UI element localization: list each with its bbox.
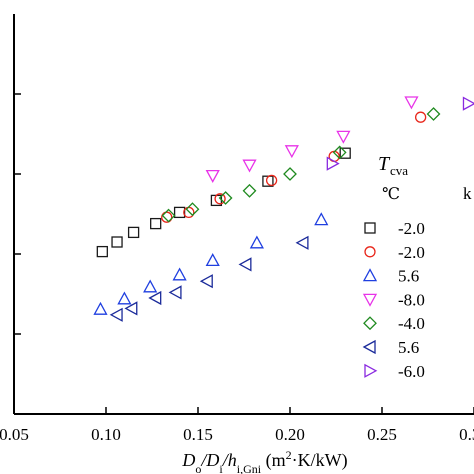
- data-point: [173, 206, 186, 219]
- data-point: [172, 267, 187, 281]
- data-point: [168, 285, 182, 300]
- data-point: [148, 290, 162, 306]
- x-tick-label: 0.25: [367, 425, 397, 444]
- data-point: [414, 111, 427, 123]
- data-point: [238, 257, 252, 272]
- data-point: [205, 169, 220, 183]
- x-axis-label-part: i: [219, 462, 223, 474]
- series-1: [96, 147, 351, 258]
- data-point: [218, 191, 233, 205]
- data-points: [93, 96, 474, 322]
- x-axis-label-part: i,Gni: [237, 462, 262, 474]
- data-point: [242, 183, 257, 198]
- legend-header-extra: k: [463, 184, 472, 203]
- x-axis-label-part: ·K/kW): [292, 450, 348, 471]
- series-4: [205, 96, 419, 183]
- data-point: [332, 145, 347, 160]
- legend-label: -2.0: [398, 243, 425, 262]
- legend-title-subscript: cva: [390, 163, 408, 178]
- data-point: [295, 235, 309, 250]
- legend-label: 5.6: [398, 338, 419, 357]
- legend-marker: [364, 222, 376, 234]
- data-point: [127, 226, 140, 239]
- legend-label: 5.6: [398, 267, 419, 286]
- data-point: [93, 301, 108, 315]
- data-point: [150, 217, 162, 230]
- data-point: [249, 235, 264, 249]
- x-tick-label: 0.20: [275, 425, 305, 444]
- data-point: [404, 96, 419, 110]
- data-point: [326, 156, 340, 171]
- legend-marker: [362, 293, 378, 307]
- x-axis-label-part: (m: [261, 450, 286, 471]
- x-tick-label: 0.05: [0, 425, 29, 444]
- data-point: [161, 208, 176, 223]
- data-point: [143, 279, 158, 293]
- data-point: [117, 291, 132, 305]
- data-point: [426, 107, 441, 121]
- data-point: [111, 236, 123, 248]
- x-axis-label: Do/Di/hi,Gni (m2·K/kW): [181, 448, 347, 474]
- legend-label: -2.0: [398, 219, 425, 238]
- axes: 0.05 0.10 0.15 0.20 0.25 0.30: [0, 14, 474, 444]
- x-axis-label-part: /: [200, 450, 208, 470]
- series-6: [109, 235, 309, 322]
- data-point: [314, 212, 329, 226]
- legend-marker: [362, 268, 378, 282]
- data-point: [214, 193, 226, 205]
- legend-marker: [363, 316, 377, 331]
- data-point: [265, 174, 278, 187]
- x-axis-label-part: D: [181, 450, 195, 470]
- data-point: [336, 130, 351, 144]
- x-axis-label-part: /: [222, 450, 230, 470]
- series-7: [326, 96, 474, 171]
- series-5: [161, 107, 441, 223]
- x-axis-label-part: D: [205, 450, 219, 470]
- legend-label: -4.0: [398, 314, 425, 333]
- x-axis-label-part: h: [228, 450, 237, 470]
- x-tick-label: 0.15: [183, 425, 213, 444]
- legend-marker: [364, 246, 376, 258]
- legend-title: T: [378, 153, 391, 175]
- data-point: [124, 301, 138, 316]
- x-axis-label-part: 2: [286, 448, 292, 462]
- legend-marker: [364, 363, 378, 378]
- x-axis-label-part: o: [195, 462, 201, 474]
- data-point: [185, 202, 200, 217]
- legend-label: -6.0: [398, 362, 425, 381]
- legend-label: -8.0: [398, 290, 425, 309]
- x-tick-label: 0.10: [91, 425, 121, 444]
- legend-marker: [362, 339, 376, 355]
- series-3: [93, 212, 329, 315]
- data-point: [462, 96, 474, 111]
- x-tick-label: 0.30: [459, 425, 474, 444]
- legend-unit: ℃: [382, 186, 400, 203]
- data-point: [283, 167, 297, 181]
- data-point: [339, 147, 351, 159]
- data-point: [242, 159, 257, 173]
- data-point: [96, 245, 108, 258]
- data-point: [199, 274, 213, 289]
- data-point: [284, 145, 299, 159]
- data-point: [205, 253, 220, 267]
- data-point: [109, 307, 123, 322]
